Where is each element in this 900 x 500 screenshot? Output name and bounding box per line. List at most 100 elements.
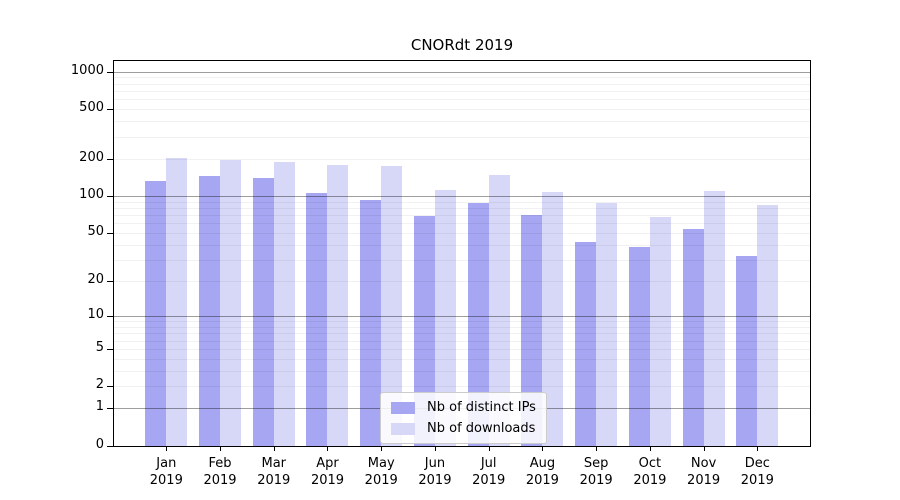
gridline — [114, 90, 810, 92]
y-tick — [107, 232, 113, 234]
x-tick-year: 2019 — [310, 473, 345, 488]
x-tick-label: Jul 2019 — [461, 455, 517, 489]
bar-nb-of-distinct-ips-jun — [413, 215, 435, 446]
x-tick-label: Aug 2019 — [514, 455, 570, 489]
x-tick-month: Aug — [529, 456, 556, 471]
gridline — [114, 348, 810, 350]
x-tick-month: Sep — [583, 456, 609, 471]
y-tick-label: 2 — [95, 377, 104, 393]
bar-nb-of-downloads-mar — [273, 161, 295, 446]
bar-nb-of-downloads-jan — [166, 158, 188, 446]
bar-nb-of-downloads-may — [381, 166, 403, 446]
legend-swatch-downloads — [391, 422, 415, 435]
bar-nb-of-downloads-oct — [649, 217, 671, 446]
legend-item-distinct-ips: Nb of distinct IPs — [391, 400, 536, 415]
x-tick — [542, 446, 544, 451]
gridline — [114, 77, 810, 79]
y-tick — [107, 408, 113, 410]
legend-swatch-distinct-ips — [391, 401, 415, 414]
x-tick-month: Jan — [156, 456, 177, 471]
gridline — [114, 109, 810, 111]
x-tick-label: Jan 2019 — [138, 455, 194, 489]
gridline — [114, 386, 810, 388]
x-tick-year: 2019 — [203, 473, 237, 488]
gridline — [114, 358, 810, 360]
x-tick-year: 2019 — [579, 473, 613, 488]
bar-nb-of-downloads-jun — [434, 190, 456, 446]
x-tick-month: Dec — [744, 456, 770, 471]
gridline — [114, 244, 810, 246]
bar-nb-of-distinct-ips-jan — [145, 181, 167, 446]
bar-nb-of-downloads-aug — [542, 192, 564, 446]
y-tick-label: 10 — [87, 307, 104, 323]
x-tick — [381, 446, 383, 451]
gridline — [114, 370, 810, 372]
x-tick-label: Apr 2019 — [299, 455, 355, 489]
gridline — [114, 223, 810, 225]
x-tick-month: Oct — [638, 456, 662, 471]
x-tick-year: 2019 — [687, 473, 721, 488]
gridline — [114, 232, 810, 234]
bar-nb-of-distinct-ips-may — [360, 199, 382, 446]
gridline — [114, 280, 810, 282]
gridline — [114, 259, 810, 261]
bar-nb-of-downloads-dec — [757, 204, 779, 446]
gridline — [114, 71, 810, 73]
bar-nb-of-downloads-feb — [220, 159, 242, 446]
y-tick — [107, 446, 113, 447]
gridline — [114, 201, 810, 203]
chart-title: CNORdt 2019 — [410, 36, 514, 54]
x-tick-month: Jul — [480, 456, 497, 471]
x-tick-label: May 2019 — [353, 455, 409, 489]
gridline — [114, 214, 810, 216]
y-tick-label: 0 — [95, 437, 104, 452]
legend-label-downloads: Nb of downloads — [427, 421, 536, 436]
y-tick-label: 100 — [79, 186, 104, 202]
gridline — [114, 333, 810, 335]
gridline — [114, 316, 810, 318]
x-tick-month: Jun — [424, 456, 446, 471]
x-tick-month: Apr — [316, 456, 339, 471]
x-tick — [220, 446, 222, 451]
bar-nb-of-distinct-ips-dec — [736, 256, 758, 446]
gridline — [114, 121, 810, 123]
legend-label-distinct-ips: Nb of distinct IPs — [427, 400, 536, 415]
legend: Nb of distinct IPs Nb of downloads — [380, 392, 547, 444]
x-tick — [273, 446, 275, 451]
y-tick-label: 200 — [79, 149, 104, 165]
x-tick-month: Feb — [208, 456, 232, 471]
x-tick — [327, 446, 329, 451]
y-tick — [107, 109, 113, 111]
bar-nb-of-distinct-ips-feb — [199, 176, 221, 446]
gridline — [114, 99, 810, 101]
plot-area: Nb of distinct IPs Nb of downloads 0 1 2 5 1… — [71, 60, 811, 488]
y-tick-label: 1 — [95, 399, 104, 415]
x-tick-year: 2019 — [633, 473, 667, 488]
gridline — [114, 136, 810, 138]
bar-nb-of-distinct-ips-apr — [306, 193, 328, 446]
y-tick — [107, 71, 113, 73]
y-tick — [107, 280, 113, 282]
y-tick — [107, 316, 113, 318]
x-tick-label: Sep 2019 — [568, 455, 624, 489]
bar-nb-of-downloads-apr — [327, 165, 349, 446]
legend-item-downloads: Nb of downloads — [391, 421, 536, 436]
gridline — [114, 83, 810, 85]
x-tick-year: 2019 — [740, 473, 774, 488]
bar-nb-of-distinct-ips-sep — [575, 242, 597, 446]
y-tick — [107, 158, 113, 160]
x-tick-month: Mar — [261, 456, 287, 471]
bar-nb-of-downloads-nov — [703, 190, 725, 446]
gridline — [114, 340, 810, 342]
x-tick-label: Oct 2019 — [622, 455, 678, 489]
plot-clip — [114, 61, 810, 446]
bar-nb-of-distinct-ips-mar — [252, 178, 274, 446]
x-tick — [649, 446, 651, 451]
x-tick-month: Nov — [690, 456, 717, 471]
bar-nb-of-distinct-ips-nov — [682, 228, 704, 446]
y-tick — [107, 348, 113, 350]
gridline — [114, 195, 810, 197]
y-tick-label: 5 — [95, 339, 104, 355]
x-tick-label: Nov 2019 — [676, 455, 732, 489]
